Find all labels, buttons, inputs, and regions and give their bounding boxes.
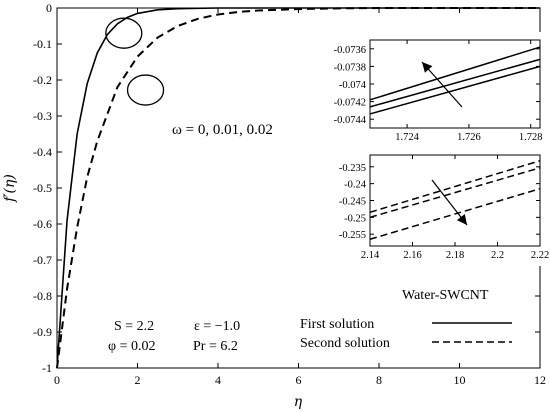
param-phi: φ = 0.02 bbox=[108, 339, 155, 354]
x-tick-label: 4 bbox=[215, 373, 221, 387]
x-tick-label: 8 bbox=[376, 373, 382, 387]
x-tick-label: 0 bbox=[54, 373, 60, 387]
plot-area: 0 2 4 6 8 10 12 0 -0.1 -0.2 -0.3 -0.4 -0.5 -0.6 -0.7 -0… bbox=[33, 1, 549, 387]
y-axis-label: f′(η) bbox=[2, 174, 18, 203]
inset-x-tick-label: 2.18 bbox=[446, 250, 464, 261]
inset-y-tick-label: -0.074 bbox=[339, 80, 367, 91]
inset-curve-line bbox=[369, 65, 541, 115]
inset-curve-line bbox=[369, 167, 541, 219]
x-tick-label: 2 bbox=[135, 373, 141, 387]
inset-x-tick-label: 2.14 bbox=[361, 250, 380, 261]
inset-y-tick-label: -0.0736 bbox=[334, 45, 366, 56]
zoom-circle-first bbox=[105, 17, 143, 49]
inset-y-tick-label: -0.235 bbox=[339, 163, 366, 174]
param-s: S = 2.2 bbox=[114, 319, 154, 334]
inset-x-tick-label: 1.724 bbox=[395, 132, 419, 143]
legend-second-label: Second solution bbox=[300, 336, 390, 351]
inset-y-tick-label: -0.0744 bbox=[334, 115, 367, 126]
inset-y-tick-label: -0.245 bbox=[339, 197, 366, 208]
x-tick-label: 6 bbox=[296, 373, 302, 387]
y-tick-label: -0.6 bbox=[33, 217, 52, 231]
y-tick-label: -0.4 bbox=[33, 145, 52, 159]
y-tick-label: -0.7 bbox=[33, 253, 52, 267]
y-tick-label: -1 bbox=[42, 361, 52, 375]
inset-curve-line bbox=[369, 58, 541, 108]
omega-annotation: ω = 0, 0.01, 0.02 bbox=[172, 122, 273, 138]
x-tick-label: 12 bbox=[534, 373, 546, 387]
inset-x-tick-label: 1.728 bbox=[519, 132, 543, 143]
trend-arrow-shaft bbox=[421, 61, 463, 108]
inset-curve-line bbox=[369, 187, 541, 240]
inset-x-tick-label: 2.22 bbox=[531, 250, 549, 261]
legend-first-label: First solution bbox=[300, 317, 374, 332]
y-tick-label: -0.8 bbox=[33, 289, 52, 303]
param-epsilon: ε = −1.0 bbox=[194, 319, 240, 334]
zoom-circle-second bbox=[126, 74, 165, 106]
inset-curve-line bbox=[369, 46, 541, 101]
inset-y-tick-label: -0.255 bbox=[339, 230, 366, 241]
inset-y-tick-label: -0.24 bbox=[344, 180, 367, 191]
inset-first-solution: 1.724 1.726 1.728 -0.0736 -0.0738 -0.074 -0.07… bbox=[334, 32, 548, 148]
legend-title: Water-SWCNT bbox=[402, 288, 489, 303]
x-axis-label: η bbox=[294, 394, 303, 410]
y-tick-label: -0.9 bbox=[33, 325, 52, 339]
trend-arrow-head bbox=[456, 214, 467, 225]
inset-y-tick-label: -0.0738 bbox=[334, 62, 366, 73]
series-second-solution-line bbox=[56, 7, 540, 369]
y-tick-label: -0.1 bbox=[33, 37, 52, 51]
inset-frame bbox=[369, 39, 541, 129]
y-tick-label: -0.5 bbox=[33, 181, 52, 195]
inset-x-tick-label: 1.726 bbox=[457, 132, 481, 143]
inset-x-tick-label: 2.16 bbox=[403, 250, 421, 261]
inset-y-tick-label: -0.0742 bbox=[334, 98, 366, 109]
y-tick-label: -0.2 bbox=[33, 73, 52, 87]
inset-second-solution: 2.14 2.16 2.18 2.2 2.22 -0.235 -0.24 -0.245 -0.2… bbox=[339, 147, 549, 266]
param-pr: Pr = 6.2 bbox=[193, 339, 238, 354]
x-tick-label: 10 bbox=[454, 373, 466, 387]
y-tick-label: 0 bbox=[46, 1, 52, 15]
y-tick-label: -0.3 bbox=[33, 109, 52, 123]
inset-y-tick-label: -0.25 bbox=[344, 213, 366, 224]
inset-x-tick-label: 2.2 bbox=[491, 250, 504, 261]
inset-curve-line bbox=[369, 160, 541, 214]
trend-arrow-head bbox=[422, 62, 433, 73]
